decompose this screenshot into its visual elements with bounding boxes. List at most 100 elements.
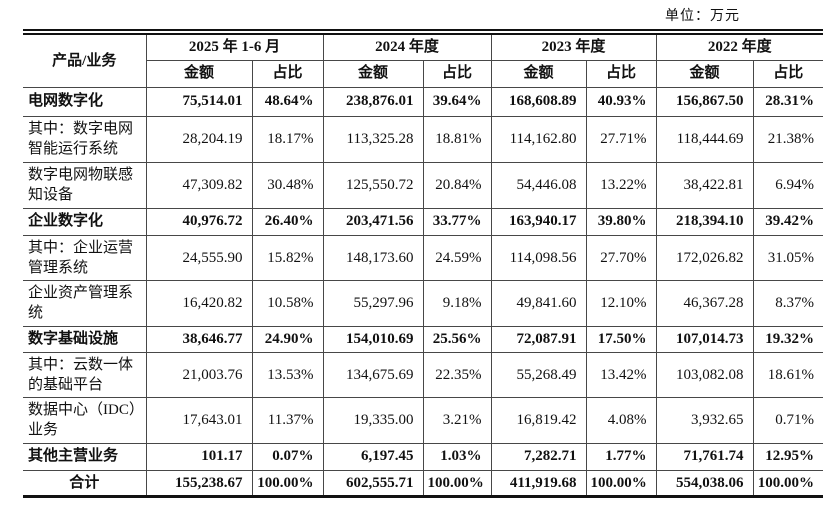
row-label: 其中：云数一体的基础平台 [23, 351, 147, 398]
table-row-total: 合计 155,238.67 100.00% 602,555.71 100.00%… [23, 469, 824, 497]
amount-header: 金额 [322, 59, 424, 88]
ratio-cell: 25.56% [422, 325, 492, 353]
ratio-cell: 39.42% [752, 207, 824, 236]
ratio-cell: 9.18% [422, 280, 492, 327]
ratio-cell: 11.37% [251, 397, 324, 444]
ratio-cell: 19.32% [752, 325, 824, 353]
amount-cell: 134,675.69 [322, 351, 424, 398]
amount-cell: 172,026.82 [655, 234, 754, 281]
period-header-2025h1: 2025 年 1-6 月 [145, 32, 324, 61]
period-header-2023: 2023 年度 [490, 32, 657, 61]
amount-cell: 3,932.65 [655, 397, 754, 444]
amount-cell: 218,394.10 [655, 207, 754, 236]
amount-cell: 6,197.45 [322, 442, 424, 471]
ratio-header: 占比 [422, 59, 492, 88]
ratio-cell: 13.22% [585, 161, 657, 209]
ratio-cell: 39.64% [422, 86, 492, 117]
amount-cell: 38,422.81 [655, 161, 754, 209]
amount-cell: 238,876.01 [322, 86, 424, 117]
row-label: 数字基础设施 [23, 325, 147, 353]
row-label: 企业数字化 [23, 207, 147, 236]
ratio-cell: 0.07% [251, 442, 324, 471]
amount-cell: 28,204.19 [145, 115, 253, 163]
amount-cell: 72,087.91 [490, 325, 587, 353]
table-row-smart-grid-operation-system: 其中：数字电网智能运行系统 28,204.19 18.17% 113,325.2… [23, 115, 824, 163]
row-label: 数据中心（IDC）业务 [23, 397, 147, 444]
table-row-grid-digitalization: 电网数字化 75,514.01 48.64% 238,876.01 39.64%… [23, 86, 824, 117]
ratio-header: 占比 [752, 59, 824, 88]
row-label: 其中：数字电网智能运行系统 [23, 115, 147, 163]
amount-cell: 118,444.69 [655, 115, 754, 163]
amount-cell: 411,919.68 [490, 469, 587, 497]
ratio-cell: 4.08% [585, 397, 657, 444]
table-row-enterprise-operation-system: 其中：企业运营管理系统 24,555.90 15.82% 148,173.60 … [23, 234, 824, 281]
ratio-cell: 1.03% [422, 442, 492, 471]
table-row-digital-infrastructure: 数字基础设施 38,646.77 24.90% 154,010.69 25.56… [23, 325, 824, 353]
amount-cell: 156,867.50 [655, 86, 754, 117]
ratio-cell: 0.71% [752, 397, 824, 444]
ratio-cell: 40.93% [585, 86, 657, 117]
amount-cell: 203,471.56 [322, 207, 424, 236]
ratio-cell: 27.71% [585, 115, 657, 163]
amount-header: 金额 [490, 59, 587, 88]
row-label: 电网数字化 [23, 86, 147, 117]
amount-cell: 114,098.56 [490, 234, 587, 281]
table-row-cloud-data-platform: 其中：云数一体的基础平台 21,003.76 13.53% 134,675.69… [23, 351, 824, 398]
amount-cell: 55,297.96 [322, 280, 424, 327]
amount-cell: 114,162.80 [490, 115, 587, 163]
amount-cell: 55,268.49 [490, 351, 587, 398]
amount-cell: 101.17 [145, 442, 253, 471]
amount-cell: 24,555.90 [145, 234, 253, 281]
ratio-header: 占比 [251, 59, 324, 88]
row-label: 其中：企业运营管理系统 [23, 234, 147, 281]
row-label: 数字电网物联感知设备 [23, 161, 147, 209]
table-row-enterprise-asset-management-system: 企业资产管理系统 16,420.82 10.58% 55,297.96 9.18… [23, 280, 824, 327]
ratio-cell: 26.40% [251, 207, 324, 236]
table-row-idc-business: 数据中心（IDC）业务 17,643.01 11.37% 19,335.00 3… [23, 397, 824, 444]
amount-cell: 155,238.67 [145, 469, 253, 497]
amount-cell: 19,335.00 [322, 397, 424, 444]
ratio-cell: 48.64% [251, 86, 324, 117]
ratio-cell: 18.17% [251, 115, 324, 163]
amount-cell: 163,940.17 [490, 207, 587, 236]
amount-cell: 71,761.74 [655, 442, 754, 471]
ratio-cell: 100.00% [251, 469, 324, 497]
row-label-total: 合计 [23, 469, 147, 497]
header-row-periods: 产品/业务 2025 年 1-6 月 2024 年度 2023 年度 2022 … [23, 32, 824, 88]
amount-cell: 21,003.76 [145, 351, 253, 398]
corner-header: 产品/业务 [23, 32, 147, 88]
amount-cell: 113,325.28 [322, 115, 424, 163]
revenue-breakdown-table: 产品/业务 2025 年 1-6 月 2024 年度 2023 年度 2022 … [23, 29, 824, 498]
row-label: 其他主营业务 [23, 442, 147, 471]
unit-label: 单位：万元 [665, 9, 740, 24]
amount-cell: 54,446.08 [490, 161, 587, 209]
ratio-cell: 100.00% [752, 469, 824, 497]
ratio-cell: 100.00% [422, 469, 492, 497]
ratio-cell: 1.77% [585, 442, 657, 471]
ratio-cell: 12.95% [752, 442, 824, 471]
ratio-cell: 24.59% [422, 234, 492, 281]
amount-cell: 125,550.72 [322, 161, 424, 209]
amount-cell: 75,514.01 [145, 86, 253, 117]
ratio-cell: 8.37% [752, 280, 824, 327]
row-label: 企业资产管理系统 [23, 280, 147, 327]
amount-cell: 49,841.60 [490, 280, 587, 327]
amount-cell: 46,367.28 [655, 280, 754, 327]
ratio-cell: 3.21% [422, 397, 492, 444]
amount-header: 金额 [146, 59, 253, 88]
ratio-cell: 13.53% [251, 351, 324, 398]
amount-cell: 47,309.82 [145, 161, 253, 209]
ratio-cell: 28.31% [752, 86, 824, 117]
period-header-2022: 2022 年度 [655, 32, 824, 61]
ratio-cell: 21.38% [752, 115, 824, 163]
ratio-cell: 33.77% [422, 207, 492, 236]
ratio-cell: 100.00% [585, 469, 657, 497]
amount-cell: 40,976.72 [145, 207, 253, 236]
amount-cell: 17,643.01 [145, 397, 253, 444]
amount-cell: 148,173.60 [322, 234, 424, 281]
ratio-cell: 18.81% [422, 115, 492, 163]
amount-cell: 168,608.89 [490, 86, 587, 117]
ratio-cell: 18.61% [752, 351, 824, 398]
amount-cell: 7,282.71 [490, 442, 587, 471]
ratio-cell: 12.10% [585, 280, 657, 327]
